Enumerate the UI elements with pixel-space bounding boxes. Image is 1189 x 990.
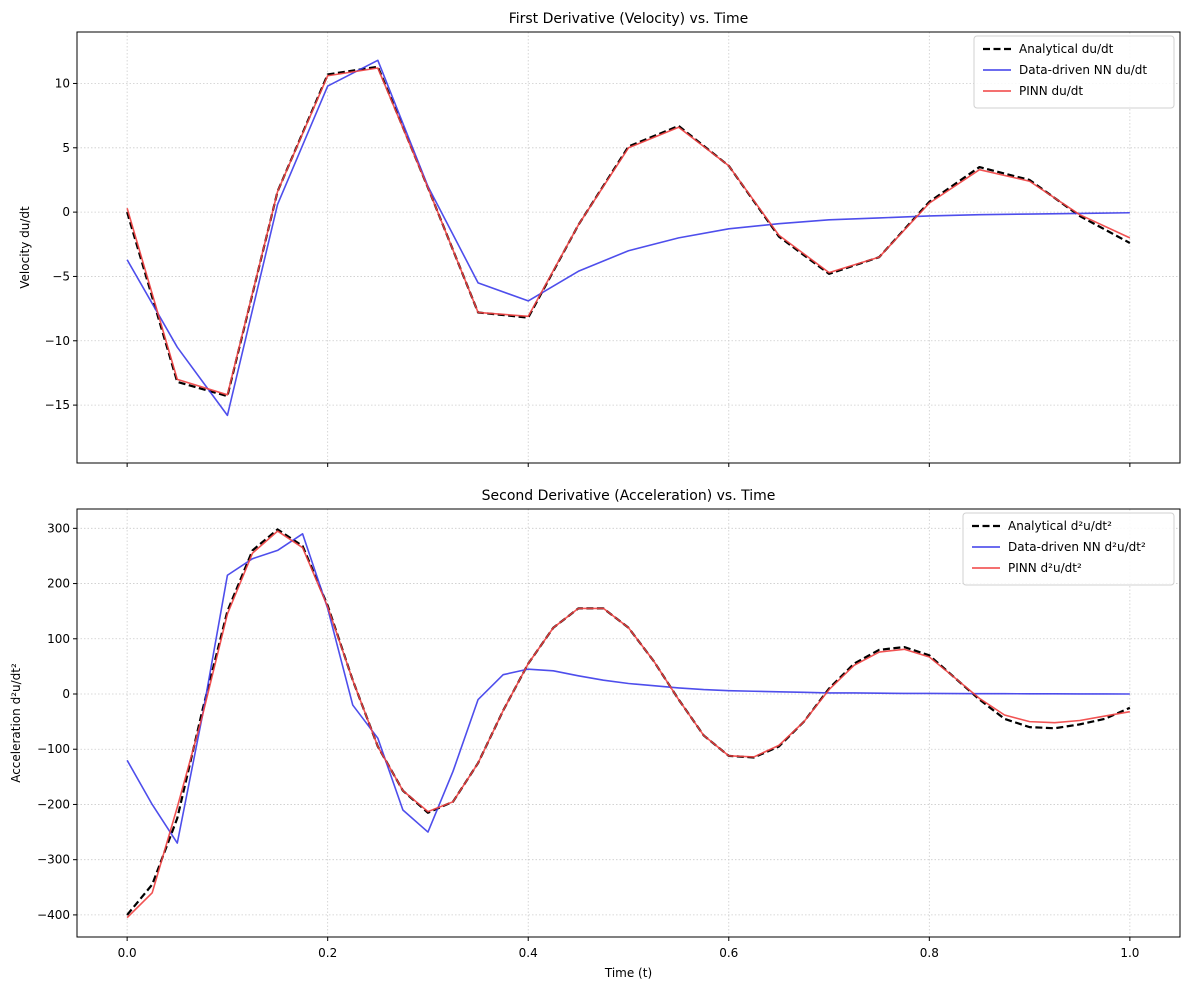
legend-box	[973, 35, 1175, 109]
legend-label: PINN du/dt	[1019, 84, 1083, 98]
y-tick-label: −300	[37, 853, 70, 867]
legend-label: Data-driven NN du/dt	[1019, 63, 1147, 77]
x-tick-label: 0.2	[318, 946, 337, 960]
y-tick-label: −5	[52, 269, 70, 283]
velocity-plot: −15 −10 −5 0 5 10 First Derivative (Velocity) …	[18, 11, 1181, 467]
legend-label: PINN d²u/dt²	[1008, 561, 1082, 575]
legend-box	[962, 512, 1175, 586]
acceleration-plot: 0.0 0.2 0.4 0.6 0.8 1.0 −400 −300 −200 −100 0 100 20…	[9, 488, 1181, 980]
x-axis-label: Time (t)	[604, 966, 652, 980]
x-tick-label: 0.8	[920, 946, 939, 960]
axes-frame	[76, 31, 1181, 464]
x-tick-label: 0.6	[719, 946, 738, 960]
y-tick-label: −100	[37, 742, 70, 756]
y-tick-label: 300	[47, 521, 70, 535]
legend-label: Analytical du/dt	[1019, 42, 1114, 56]
legend: Analytical d²u/dt² Data-driven NN d²u/dt²…	[962, 512, 1175, 586]
y-tick-label: 10	[55, 76, 70, 90]
series-line-data-driven-nn	[126, 59, 1130, 417]
y-tick-label: 0	[62, 687, 70, 701]
x-tick-label: 0.4	[519, 946, 538, 960]
series-line-data-driven-nn	[126, 533, 1130, 844]
y-tick-label: −10	[45, 334, 70, 348]
y-tick-label: 0	[62, 205, 70, 219]
x-tick-label: 0.0	[118, 946, 137, 960]
y-tick-label: −400	[37, 908, 70, 922]
legend-label: Analytical d²u/dt²	[1008, 519, 1112, 533]
y-tick-label: 5	[62, 141, 70, 155]
y-tick-label: 100	[47, 632, 70, 646]
legend: Analytical du/dt Data-driven NN du/dt PINN…	[973, 35, 1175, 109]
legend-label: Data-driven NN d²u/dt²	[1008, 540, 1146, 554]
x-tick-label: 1.0	[1120, 946, 1139, 960]
series-line-analytical	[126, 65, 1131, 398]
series-line-pinn	[126, 67, 1131, 396]
y-tick-label: −15	[45, 398, 70, 412]
chart-title: First Derivative (Velocity) vs. Time	[509, 11, 749, 27]
axes-frame	[76, 508, 1181, 938]
y-axis-label: Acceleration d²u/dt²	[9, 663, 23, 783]
series-line-pinn	[126, 530, 1130, 919]
y-tick-label: 200	[47, 577, 70, 591]
series-line-analytical	[126, 528, 1131, 916]
chart-title: Second Derivative (Acceleration) vs. Tim…	[482, 488, 776, 504]
y-tick-label: −200	[37, 797, 70, 811]
y-axis-label: Velocity du/dt	[18, 206, 32, 289]
